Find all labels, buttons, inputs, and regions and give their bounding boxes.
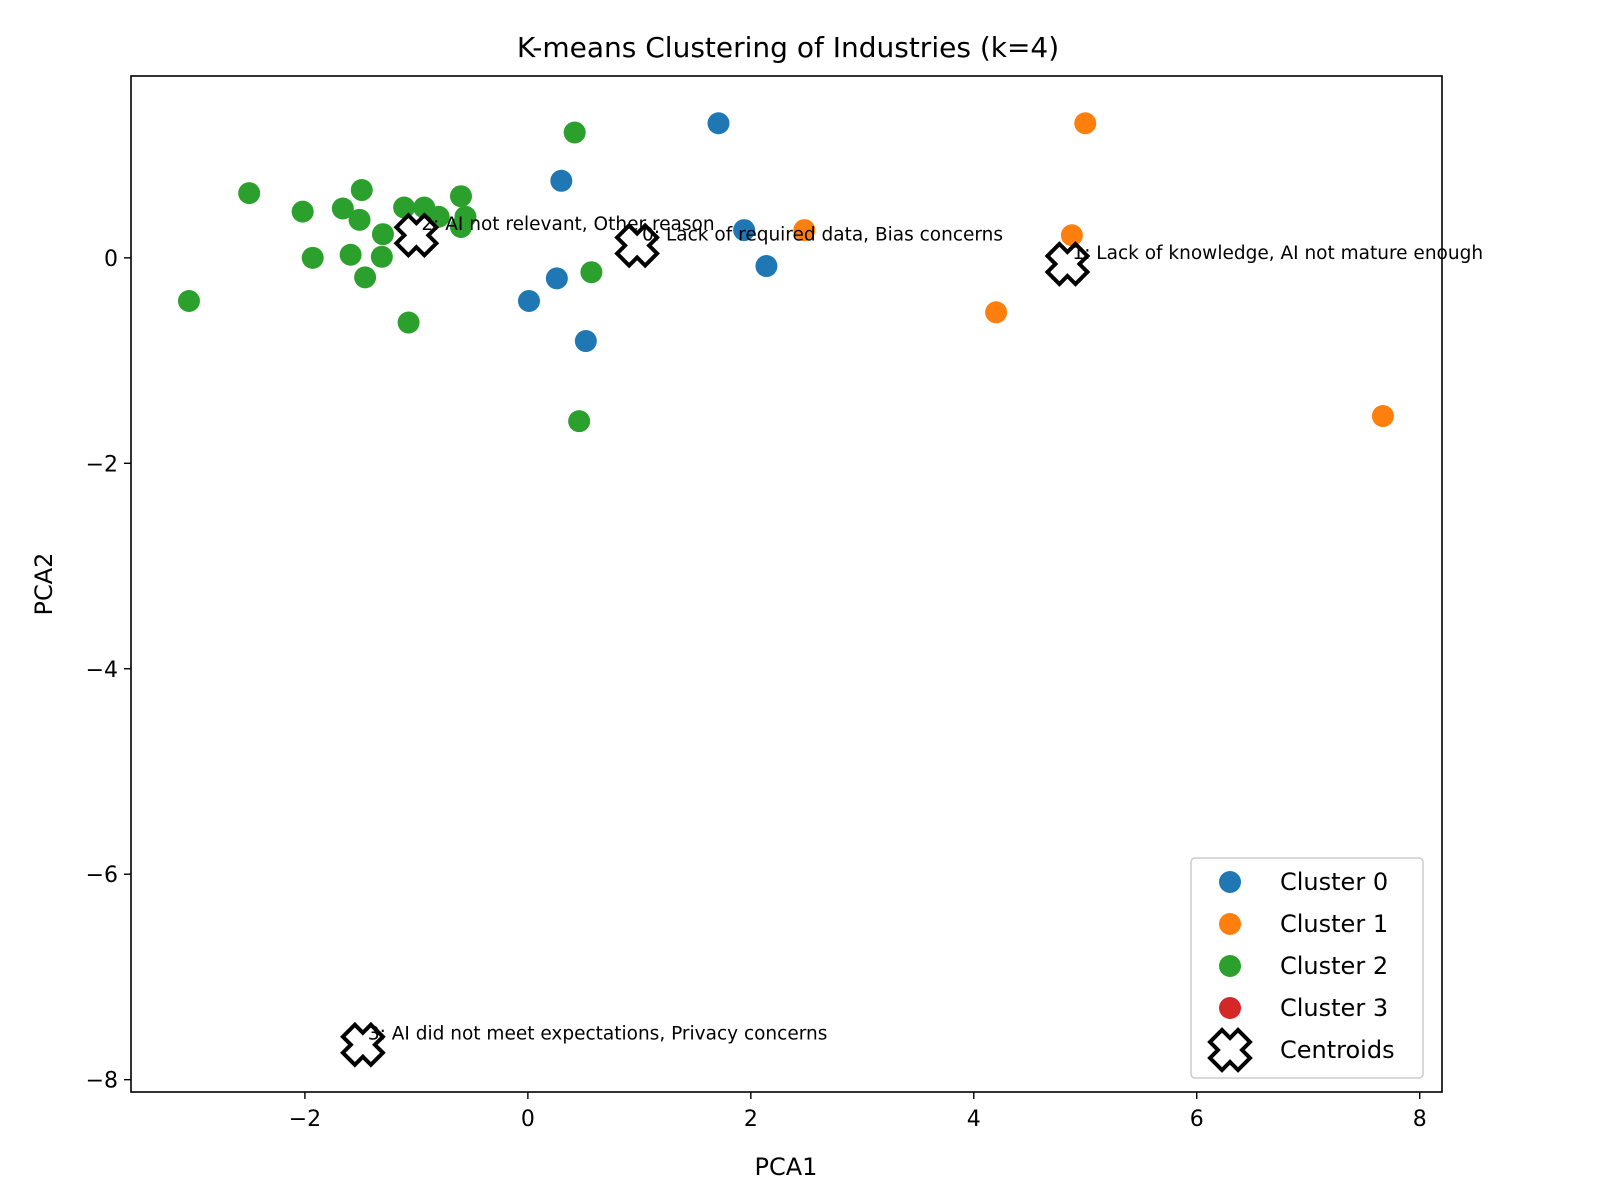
cluster-2-point [568, 410, 591, 433]
legend-label: Cluster 1 [1280, 910, 1388, 938]
y-axis-label: PCA2 [30, 553, 58, 616]
legend-marker [1219, 913, 1241, 935]
cluster-2-point [177, 289, 200, 312]
centroid-marker [614, 222, 660, 269]
cluster-2-point [348, 208, 371, 231]
x-axis: −2 0 2 4 6 8 [289, 1092, 1427, 1132]
x-tick-label: 4 [967, 1107, 981, 1132]
x-tick-label: 0 [521, 1107, 535, 1132]
y-axis: −8 −6 −4 −2 0 [86, 247, 131, 1094]
legend-label: Cluster 0 [1280, 868, 1388, 896]
centroid-marker [393, 212, 440, 259]
cluster-0-point [517, 289, 540, 312]
cluster-2-point [449, 216, 472, 239]
cluster-2-point [339, 243, 362, 266]
y-tick-label: −8 [86, 1069, 118, 1094]
legend-box [1190, 857, 1424, 1079]
cluster-2-point [291, 200, 314, 223]
cluster-2-point [397, 311, 420, 334]
cluster-2-point [354, 266, 377, 289]
cluster-1-point [1371, 405, 1394, 428]
cluster-0-point [545, 267, 568, 290]
cluster-0-point [755, 255, 778, 278]
legend-marker [1219, 997, 1241, 1019]
cluster-1-point [1074, 112, 1097, 135]
centroid-label: 3: AI did not meet expectations, Privacy… [368, 1024, 827, 1045]
cluster-2-point [371, 223, 394, 246]
centroid-marker [340, 1021, 386, 1068]
y-tick-label: 0 [104, 247, 118, 272]
y-tick-label: −4 [86, 658, 118, 683]
centroid-marker [1044, 241, 1091, 287]
cluster-2-point [393, 196, 416, 219]
cluster-2-point [370, 245, 393, 268]
x-tick-label: 2 [744, 1107, 758, 1132]
cluster-2-point [580, 261, 603, 284]
cluster-2-point [301, 246, 324, 269]
cluster-0-point [707, 112, 730, 135]
x-tick-label: −2 [289, 1107, 321, 1132]
x-axis-label: PCA1 [755, 1153, 818, 1181]
x-tick-label: 6 [1190, 1107, 1204, 1132]
centroid-label: 1: Lack of knowledge, AI not mature enou… [1072, 243, 1483, 264]
legend-centroid-marker [1207, 1027, 1253, 1073]
centroid-markers: 0: Lack of required data, Bias concerns 1… [340, 212, 1483, 1068]
legend-marker [1219, 955, 1241, 977]
legend: Cluster 0 Cluster 1 Cluster 2 Cluster 3 Cent… [1190, 857, 1424, 1079]
cluster-0-point [550, 169, 573, 192]
y-tick-label: −2 [86, 452, 118, 477]
chart-title: K-means Clustering of Industries (k=4) [517, 31, 1059, 64]
data-points [177, 112, 1394, 433]
y-tick-label: −6 [86, 863, 118, 888]
legend-label: Cluster 2 [1280, 952, 1388, 980]
cluster-2-point [563, 121, 586, 144]
cluster-0-point [733, 219, 756, 242]
cluster-1-point [1060, 224, 1083, 247]
cluster-2-point [350, 179, 373, 202]
cluster-2-point [238, 182, 261, 205]
legend-marker [1219, 871, 1241, 893]
legend-label: Centroids [1280, 1036, 1395, 1064]
cluster-0-point [574, 330, 597, 353]
x-tick-label: 8 [1413, 1107, 1427, 1132]
plot-area-frame [130, 75, 1443, 1093]
centroid-label: 2: AI not relevant, Other reason [421, 214, 714, 235]
legend-label: Cluster 3 [1280, 994, 1388, 1022]
centroid-label: 0: Lack of required data, Bias concerns [642, 225, 1003, 246]
cluster-1-point [985, 301, 1008, 324]
cluster-2-point [449, 185, 472, 208]
cluster-1-point [793, 219, 816, 242]
cluster-2-point [331, 197, 354, 220]
